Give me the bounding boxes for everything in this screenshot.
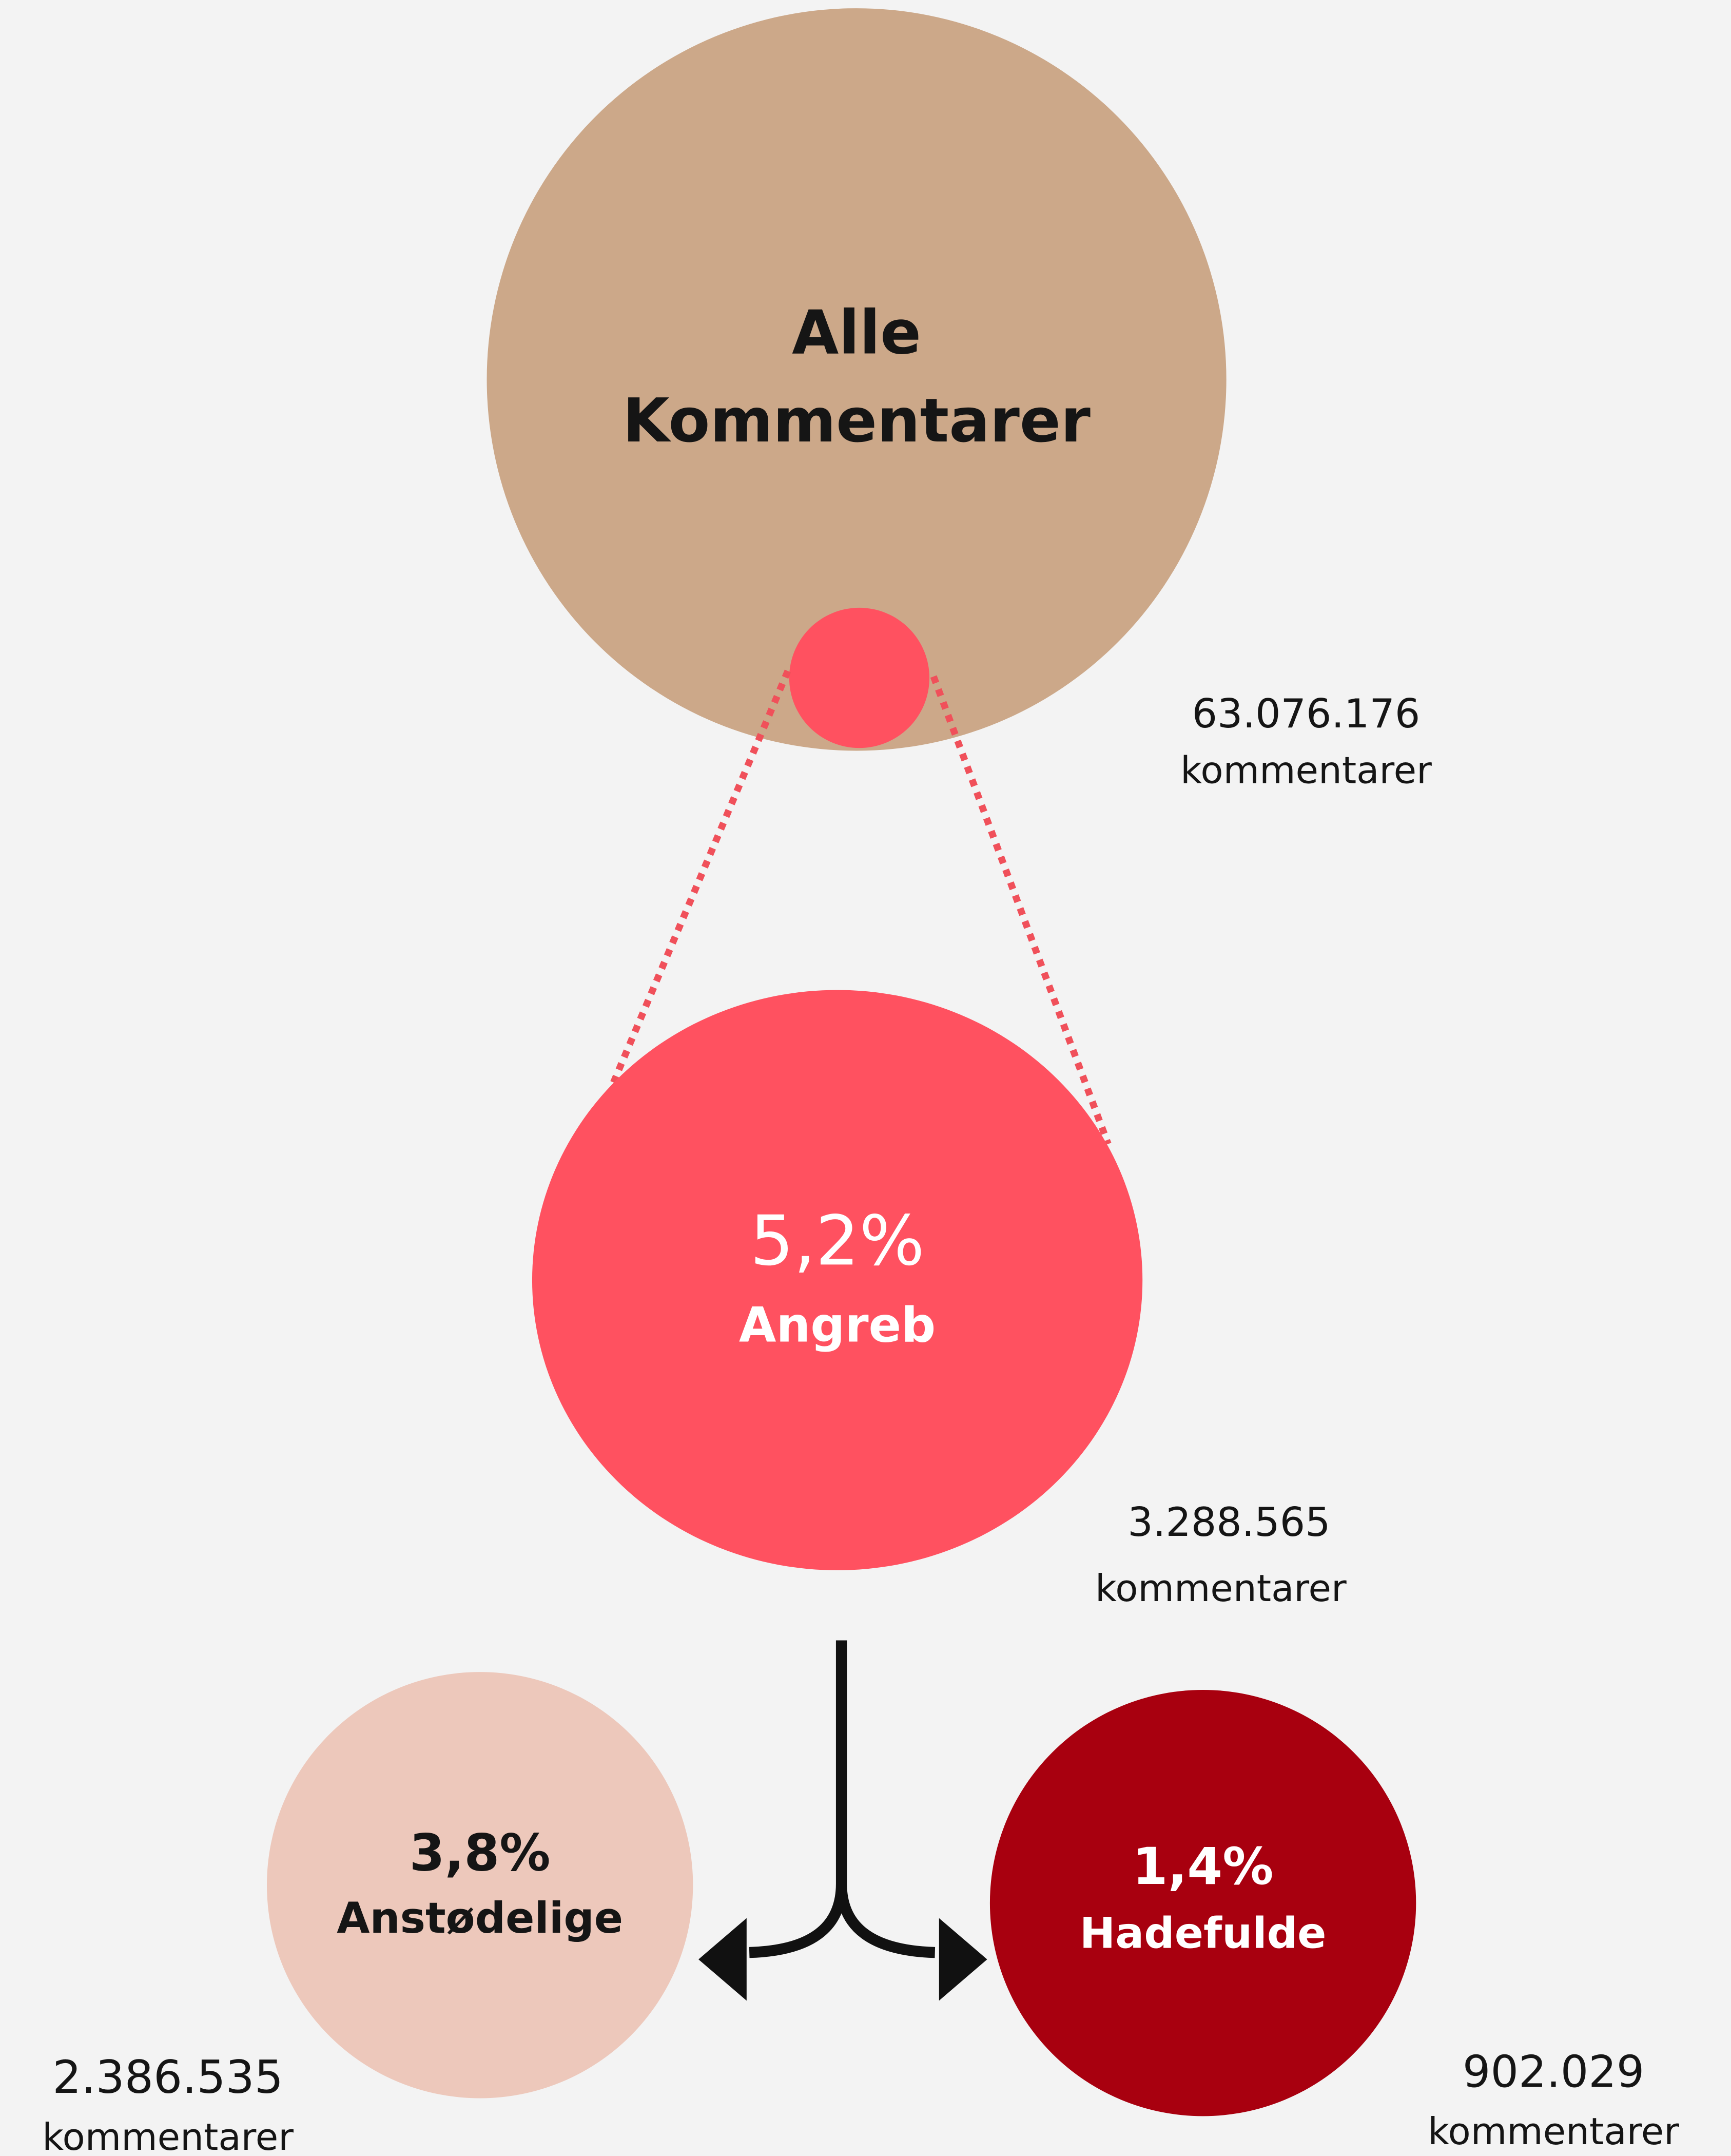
offensive-circle — [266, 1672, 693, 2099]
node-percent: 5,2% — [750, 1201, 924, 1281]
node-count: 2.386.535 — [52, 2051, 283, 2104]
node-count: 902.029 — [1463, 2046, 1644, 2097]
node-unit: kommentarer — [42, 2116, 294, 2156]
all-comments-circle — [487, 8, 1227, 751]
node-count: 63.076.176 — [1192, 691, 1421, 737]
hateful-circle — [989, 1689, 1416, 2116]
attack-subset-circle — [789, 607, 930, 748]
node-label: Alle — [792, 297, 921, 368]
node-label: Kommentarer — [623, 386, 1091, 456]
node-unit: kommentarer — [1180, 749, 1432, 792]
attack-circle — [532, 990, 1143, 1570]
node-label: Angreb — [739, 1297, 936, 1353]
node-percent: 1,4% — [1133, 1837, 1274, 1896]
dotted-connector — [609, 669, 791, 1088]
node-label: Hadefulde — [1080, 1908, 1327, 1958]
arrowhead — [698, 1918, 747, 2001]
dotted-connector — [930, 675, 1112, 1145]
split-arrow — [749, 1640, 936, 1958]
node-count: 3.288.565 — [1127, 1499, 1330, 1546]
node-percent: 3,8% — [410, 1823, 551, 1882]
node-label: Anstødelige — [337, 1893, 623, 1943]
arrowhead — [939, 1918, 987, 2001]
node-unit: kommentarer — [1095, 1567, 1347, 1610]
node-unit: kommentarer — [1428, 2110, 1679, 2153]
